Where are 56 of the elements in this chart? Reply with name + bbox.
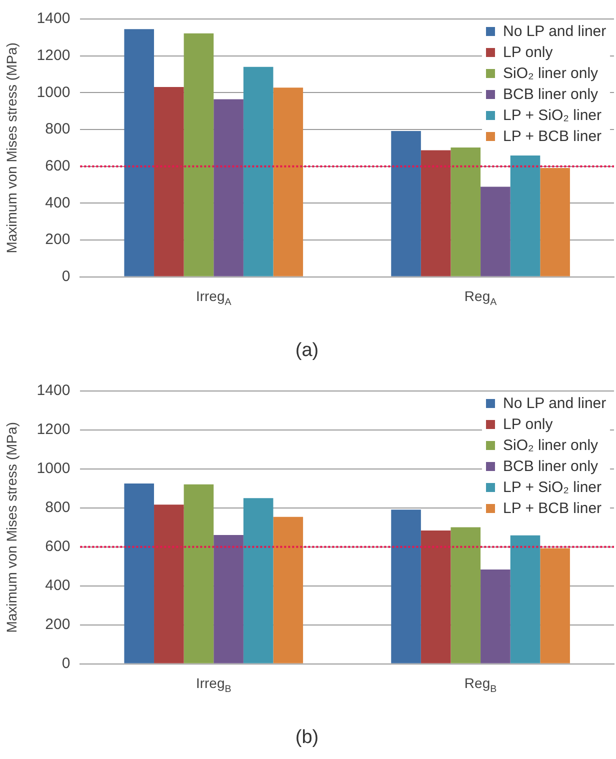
text: (b) — [295, 726, 319, 748]
bar — [214, 535, 244, 664]
legend-label: BCB liner only — [503, 457, 598, 477]
bar — [273, 516, 304, 664]
y-tick-label: 400 — [45, 577, 70, 594]
y-axis-title: Maximum von Mises stress (MPa) — [3, 42, 20, 254]
bar — [391, 510, 421, 664]
bar — [420, 150, 451, 276]
legend-label: BCB liner only — [503, 85, 598, 105]
bar — [273, 88, 304, 276]
y-tick-label: 0 — [62, 654, 70, 672]
bar — [124, 29, 154, 276]
bar — [480, 569, 510, 664]
legend-label: LP only — [503, 43, 553, 63]
bar — [243, 66, 274, 276]
bar — [243, 498, 274, 664]
bar — [540, 168, 570, 276]
bar — [480, 186, 510, 276]
y-tick-label: 1000 — [36, 84, 70, 101]
y-tick-label: 200 — [45, 616, 70, 633]
y-tick-label: 600 — [45, 157, 70, 174]
y-axis-title: Maximum von Mises stress (MPa) — [3, 422, 20, 633]
y-tick-label: 1400 — [36, 382, 70, 400]
y-tick-label: 800 — [45, 499, 70, 516]
y-tick-label: 1200 — [36, 46, 70, 64]
y-tick-label: 1200 — [36, 421, 70, 438]
y-tick-label: 200 — [45, 231, 70, 248]
y-tick-label: 800 — [45, 120, 70, 138]
legend-label: LP + BCB liner — [503, 127, 602, 147]
bar — [450, 527, 481, 664]
text: (a) — [295, 340, 319, 361]
legend-label: SiO₂ liner only — [503, 64, 598, 84]
legend-label: SiO₂ liner only — [503, 436, 598, 456]
y-tick-label: 1400 — [36, 10, 70, 28]
legend-label: LP + SiO₂ liner — [503, 478, 602, 498]
bar — [184, 33, 214, 276]
y-tick-label: 400 — [45, 194, 70, 212]
bar — [154, 86, 184, 276]
y-tick-label: 600 — [45, 538, 70, 556]
bar — [214, 99, 244, 276]
legend-label: LP + SiO₂ liner — [503, 106, 602, 126]
bar — [391, 130, 421, 276]
bar — [184, 484, 214, 664]
bar — [540, 548, 570, 664]
bar — [124, 484, 154, 664]
legend-label: No LP and liner — [503, 22, 606, 42]
bar — [510, 155, 540, 276]
legend-label: LP only — [503, 415, 553, 435]
y-tick-label: 0 — [62, 268, 70, 285]
y-tick-label: 1000 — [36, 460, 70, 478]
bar — [510, 535, 540, 664]
bar — [154, 504, 184, 664]
bar — [450, 148, 481, 276]
bar — [420, 530, 451, 664]
legend-label: LP + BCB liner — [503, 499, 602, 519]
legend-label: No LP and liner — [503, 394, 606, 414]
